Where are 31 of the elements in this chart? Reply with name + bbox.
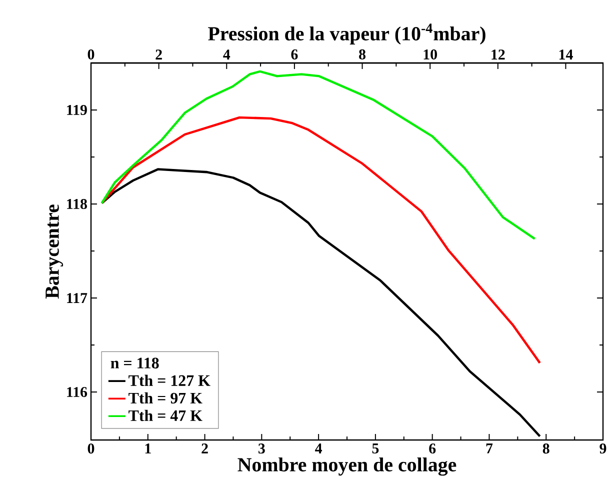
y-tick-label: 116 [67,387,88,398]
x2-tick-label: 12 [492,50,505,60]
x-axis-title: Nombre moyen de collage [238,457,456,476]
x2-tick-label: 14 [559,50,573,60]
y-axis-title: Barycentre [46,204,64,299]
x-tick-label: 2 [202,444,208,454]
x-tick-label: 5 [372,444,379,454]
x2-axis-title: Pression de la vapeur (10$^{-4}$mbar) [208,24,486,45]
legend-label: Tth = 127 K [128,374,210,386]
x2-tick-label: 10 [424,49,437,60]
x-tick-label: 1 [145,444,151,454]
x-tick-label: 9 [600,444,606,454]
line-series [100,70,536,240]
x-tick-label: 7 [486,444,493,454]
x-tick-label: 4 [315,444,322,454]
legend-label: Tth = 47 K [128,410,202,422]
x2-tick-label: 4 [223,50,230,60]
line-series [100,168,541,438]
x-tick-label: 0 [88,444,94,454]
x2-tick-label: 8 [359,49,366,60]
legend-title: n = 118 [110,358,159,368]
x-tick-label: 6 [429,444,436,454]
x2-tick-label: 6 [291,49,298,60]
legend-label: Tth = 97 K [128,392,202,404]
y-tick-label: 117 [67,293,88,303]
y-tick-label: 118 [67,198,87,210]
x-tick-label: 3 [258,444,265,454]
x2-tick-label: 2 [156,50,162,60]
x-tick-label: 8 [542,444,550,454]
x2-tick-label: 0 [88,49,94,60]
y-tick-label: 119 [67,104,87,116]
